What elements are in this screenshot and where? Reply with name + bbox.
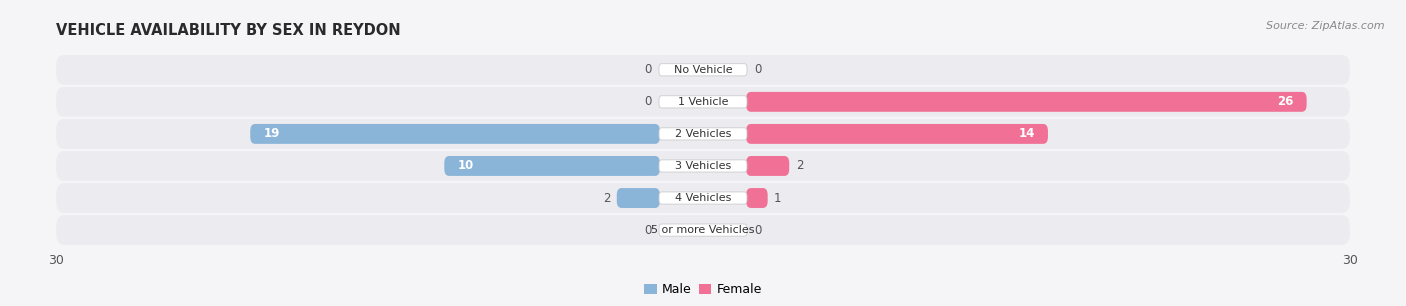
FancyBboxPatch shape [56, 183, 1350, 213]
Text: Source: ZipAtlas.com: Source: ZipAtlas.com [1267, 21, 1385, 32]
Text: 0: 0 [755, 224, 762, 237]
FancyBboxPatch shape [659, 224, 747, 236]
Text: 1: 1 [775, 192, 782, 204]
Text: 0: 0 [644, 63, 651, 76]
FancyBboxPatch shape [56, 119, 1350, 149]
Text: 10: 10 [457, 159, 474, 173]
Text: 0: 0 [755, 63, 762, 76]
FancyBboxPatch shape [617, 188, 659, 208]
FancyBboxPatch shape [659, 160, 747, 172]
Text: No Vehicle: No Vehicle [673, 65, 733, 75]
Text: VEHICLE AVAILABILITY BY SEX IN REYDON: VEHICLE AVAILABILITY BY SEX IN REYDON [56, 23, 401, 38]
Text: 5 or more Vehicles: 5 or more Vehicles [651, 225, 755, 235]
Text: 2: 2 [796, 159, 803, 173]
FancyBboxPatch shape [56, 87, 1350, 117]
Text: 14: 14 [1018, 127, 1035, 140]
Text: 0: 0 [644, 95, 651, 108]
Text: 1 Vehicle: 1 Vehicle [678, 97, 728, 107]
Text: 3 Vehicles: 3 Vehicles [675, 161, 731, 171]
FancyBboxPatch shape [747, 92, 1306, 112]
Text: 4 Vehicles: 4 Vehicles [675, 193, 731, 203]
FancyBboxPatch shape [659, 96, 747, 108]
FancyBboxPatch shape [747, 156, 789, 176]
FancyBboxPatch shape [659, 192, 747, 204]
FancyBboxPatch shape [659, 128, 747, 140]
FancyBboxPatch shape [659, 64, 747, 76]
Text: 19: 19 [263, 127, 280, 140]
FancyBboxPatch shape [56, 215, 1350, 245]
FancyBboxPatch shape [444, 156, 659, 176]
FancyBboxPatch shape [56, 151, 1350, 181]
Text: 26: 26 [1277, 95, 1294, 108]
Text: 2: 2 [603, 192, 610, 204]
FancyBboxPatch shape [747, 124, 1047, 144]
FancyBboxPatch shape [56, 55, 1350, 84]
Legend: Male, Female: Male, Female [640, 278, 766, 301]
FancyBboxPatch shape [250, 124, 659, 144]
FancyBboxPatch shape [747, 188, 768, 208]
Text: 0: 0 [644, 224, 651, 237]
Text: 2 Vehicles: 2 Vehicles [675, 129, 731, 139]
